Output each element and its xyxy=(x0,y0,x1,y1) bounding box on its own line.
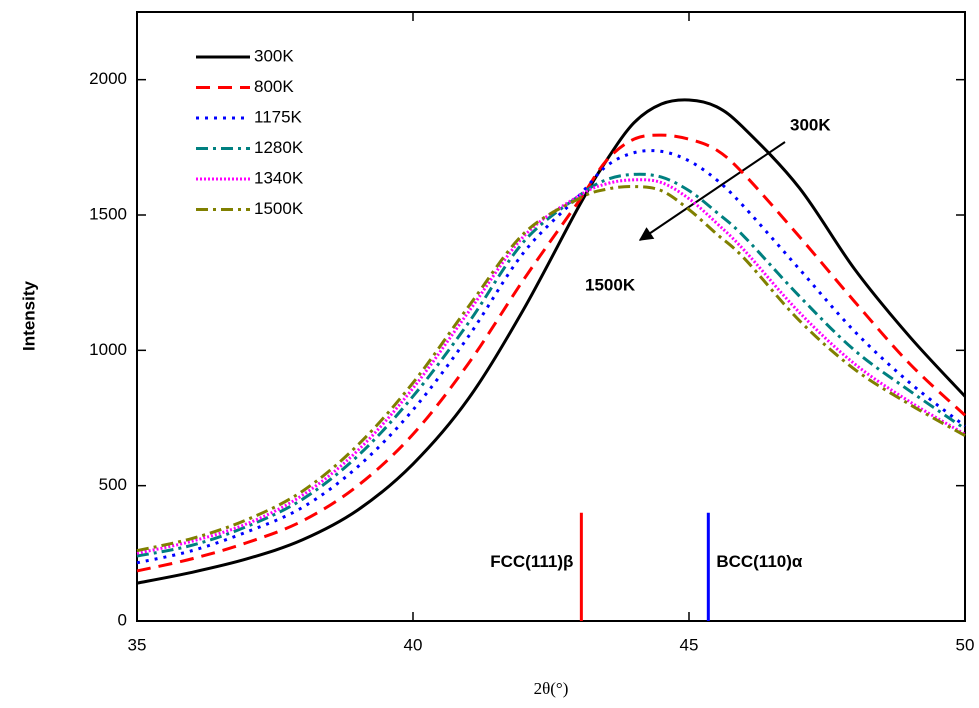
x-axis-title: 2θ(°) xyxy=(534,679,569,698)
reference-label: BCC(110)α xyxy=(716,552,803,571)
series-line xyxy=(136,185,966,553)
x-tick-label: 50 xyxy=(956,635,975,654)
legend-label: 300K xyxy=(254,46,294,65)
arrow-label: 1500K xyxy=(585,275,636,294)
legend-label: 1500K xyxy=(254,199,304,218)
reference-label: FCC(111)β xyxy=(490,552,573,571)
legend-label: 1340K xyxy=(254,168,304,187)
x-tick-label: 45 xyxy=(680,635,699,654)
arrow xyxy=(638,141,786,241)
plot-frame xyxy=(136,11,966,622)
series-line xyxy=(136,172,966,558)
y-tick-label: 1000 xyxy=(89,340,127,359)
x-tick-label: 40 xyxy=(404,635,423,654)
series-line xyxy=(136,178,966,555)
legend-label: 1280K xyxy=(254,138,304,157)
series-line xyxy=(136,149,966,565)
y-axis-title: Intensity xyxy=(19,281,38,351)
y-tick-label: 0 xyxy=(118,610,127,629)
legend-label: 800K xyxy=(254,77,294,96)
series-line xyxy=(136,133,967,573)
x-tick-label: 35 xyxy=(128,635,147,654)
y-tick-label: 1500 xyxy=(89,204,127,223)
y-tick-label: 500 xyxy=(99,475,127,494)
arrow-label: 300K xyxy=(790,115,831,134)
y-tick-label: 2000 xyxy=(89,69,127,88)
legend-label: 1175K xyxy=(254,107,303,126)
